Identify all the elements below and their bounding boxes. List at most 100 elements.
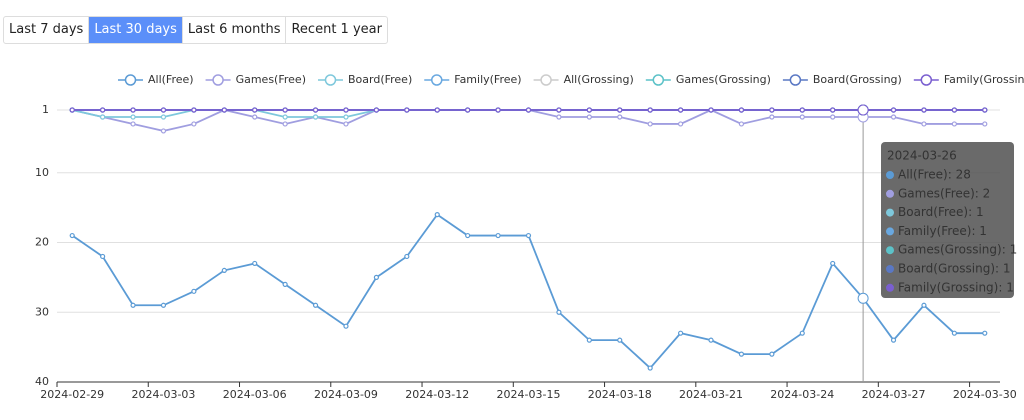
- data-point: [738, 351, 745, 357]
- data-point: [100, 253, 106, 260]
- legend-icon: [324, 74, 337, 86]
- range-button[interactable]: Last 7 days: [9, 22, 84, 37]
- legend-icon: [789, 74, 802, 86]
- data-point: [921, 107, 927, 113]
- data-point: [556, 309, 562, 315]
- range-button[interactable]: Last 6 months: [181, 17, 286, 43]
- data-point: [617, 114, 623, 120]
- data-point: [738, 121, 745, 127]
- data-point: [830, 260, 836, 267]
- data-point: [586, 107, 592, 113]
- data-point: [434, 212, 440, 218]
- series-line: [72, 109, 985, 132]
- data-point: [160, 114, 167, 120]
- data-point: [799, 107, 805, 113]
- tooltip-item: Board(Grossing): 1: [898, 262, 1011, 276]
- x-tick-label: 2024-03-15: [497, 388, 561, 401]
- data-point: [982, 121, 988, 127]
- range-button[interactable]: Recent 1 year: [285, 17, 386, 43]
- legend-label: All(Grossing): [564, 73, 634, 86]
- tooltip-item: Games(Free): 2: [898, 186, 990, 200]
- tooltip-dot: [886, 246, 894, 255]
- legend-icon: [431, 74, 443, 86]
- legend-label: Games(Grossing): [676, 73, 771, 86]
- data-point: [951, 121, 957, 127]
- data-point: [556, 114, 562, 120]
- data-point: [343, 121, 349, 127]
- data-point: [160, 302, 167, 308]
- data-point: [769, 114, 775, 120]
- tooltip-title: 2024-03-26: [887, 149, 957, 163]
- data-point: [677, 330, 684, 336]
- data-point: [586, 337, 592, 343]
- legend-icon: [212, 74, 224, 86]
- legend-icon: [124, 74, 137, 86]
- data-point: [617, 107, 623, 113]
- tooltip-item: Board(Free): 1: [898, 205, 984, 219]
- data-point: [921, 121, 927, 127]
- data-point: [130, 121, 136, 127]
- data-point: [617, 337, 623, 343]
- data-point: [404, 107, 410, 113]
- data-point: [312, 302, 319, 308]
- data-point: [830, 107, 836, 113]
- tooltip-dot: [886, 265, 894, 273]
- x-tick-label: 2024-03-06: [223, 388, 287, 401]
- x-tick-label: 2024-03-12: [405, 388, 469, 401]
- legend-icon: [652, 74, 665, 86]
- legend-label: All(Free): [148, 73, 194, 86]
- y-tick-label: 20: [35, 236, 49, 249]
- data-point: [282, 114, 288, 120]
- data-point: [191, 107, 197, 113]
- legend-label: Board(Grossing): [813, 73, 902, 86]
- data-point: [857, 292, 869, 304]
- data-point: [373, 107, 380, 113]
- data-point: [100, 107, 106, 113]
- legend-label: Family(Grossing): [944, 73, 1024, 86]
- tooltip-item: Games(Grossing): 1: [898, 243, 1017, 257]
- data-point: [373, 274, 380, 280]
- x-tick-label: 2024-03-21: [679, 388, 743, 401]
- x-tick-label: 2024-03-09: [314, 388, 378, 401]
- data-point: [160, 107, 167, 113]
- tooltip: 2024-03-26 All(Free): 28 Games(Free): 2 Boa…: [881, 142, 1017, 298]
- data-point: [282, 281, 288, 287]
- data-point: [252, 260, 258, 267]
- y-tick-label: 40: [35, 375, 49, 388]
- data-point: [465, 107, 471, 113]
- tooltip-item: Family(Free): 1: [898, 224, 987, 238]
- data-point: [282, 107, 288, 113]
- legend-icon: [540, 74, 552, 86]
- tooltip-dot: [886, 208, 894, 217]
- data-point: [343, 107, 349, 113]
- data-point: [252, 107, 258, 113]
- data-point: [100, 114, 106, 120]
- data-point: [191, 288, 197, 294]
- range-button[interactable]: Last 30 days: [88, 17, 182, 43]
- tooltip-item: Family(Grossing): 1: [898, 280, 1014, 294]
- data-point: [312, 107, 319, 113]
- data-point: [982, 330, 988, 336]
- data-point: [799, 114, 805, 120]
- tooltip-box: [881, 142, 1014, 298]
- data-point: [647, 121, 653, 127]
- data-point: [130, 114, 136, 120]
- data-point: [343, 114, 349, 120]
- data-point: [708, 337, 714, 343]
- legend-icon: [920, 74, 933, 86]
- data-point: [677, 121, 684, 127]
- data-point: [982, 107, 988, 113]
- data-point: [465, 232, 471, 239]
- data-point: [130, 302, 136, 308]
- data-point: [221, 267, 227, 274]
- data-point: [495, 107, 501, 113]
- data-point: [890, 337, 897, 343]
- data-point: [857, 104, 869, 116]
- data-point: [769, 107, 775, 113]
- data-point: [586, 114, 592, 120]
- data-point: [890, 107, 897, 113]
- data-point: [830, 114, 836, 120]
- legend-label: Games(Free): [236, 73, 306, 86]
